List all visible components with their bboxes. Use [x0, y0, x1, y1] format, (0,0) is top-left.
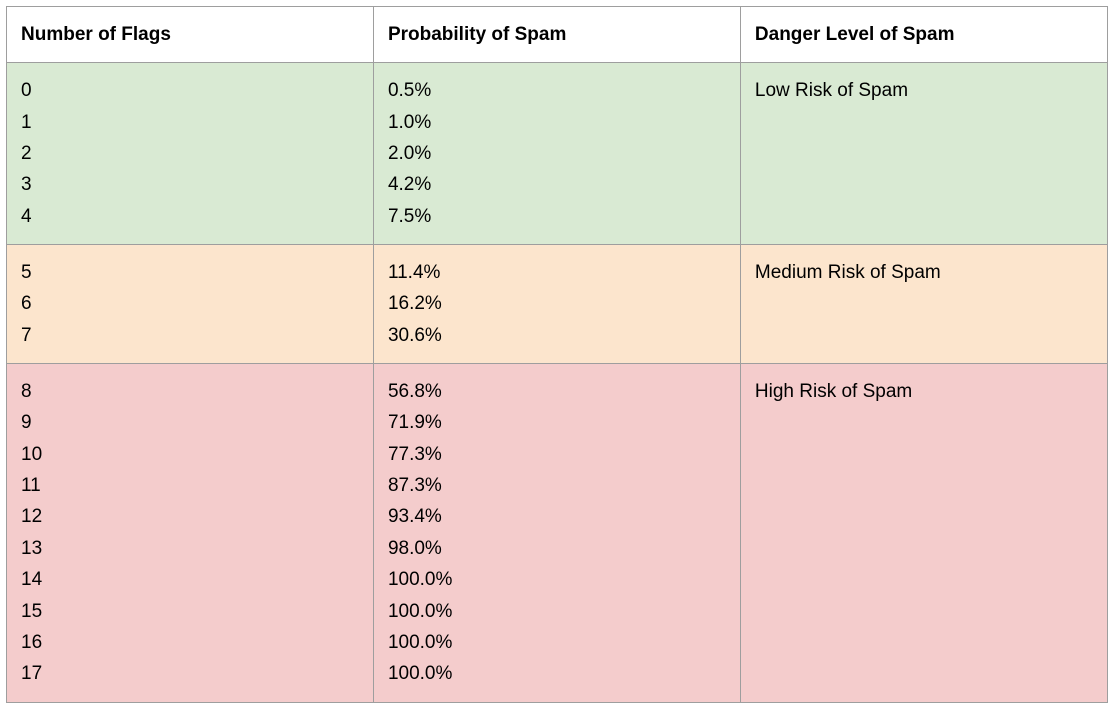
col-header-danger: Danger Level of Spam: [740, 7, 1107, 63]
probability-cell: 56.8% 71.9% 77.3% 87.3% 93.4% 98.0% 100.…: [373, 364, 740, 702]
table-header-row: Number of Flags Probability of Spam Dang…: [7, 7, 1108, 63]
flags-cell: 8 9 10 11 12 13 14 15 16 17: [7, 364, 374, 702]
danger-level-cell: Medium Risk of Spam: [740, 245, 1107, 364]
danger-level-cell: Low Risk of Spam: [740, 63, 1107, 245]
table-row: 0 1 2 3 40.5% 1.0% 2.0% 4.2% 7.5%Low Ris…: [7, 63, 1108, 245]
table-row: 5 6 711.4% 16.2% 30.6%Medium Risk of Spa…: [7, 245, 1108, 364]
spam-risk-table: Number of Flags Probability of Spam Dang…: [6, 6, 1108, 703]
flags-cell: 5 6 7: [7, 245, 374, 364]
table-row: 8 9 10 11 12 13 14 15 16 1756.8% 71.9% 7…: [7, 364, 1108, 702]
flags-cell: 0 1 2 3 4: [7, 63, 374, 245]
probability-cell: 0.5% 1.0% 2.0% 4.2% 7.5%: [373, 63, 740, 245]
probability-cell: 11.4% 16.2% 30.6%: [373, 245, 740, 364]
danger-level-cell: High Risk of Spam: [740, 364, 1107, 702]
col-header-probability: Probability of Spam: [373, 7, 740, 63]
col-header-flags: Number of Flags: [7, 7, 374, 63]
